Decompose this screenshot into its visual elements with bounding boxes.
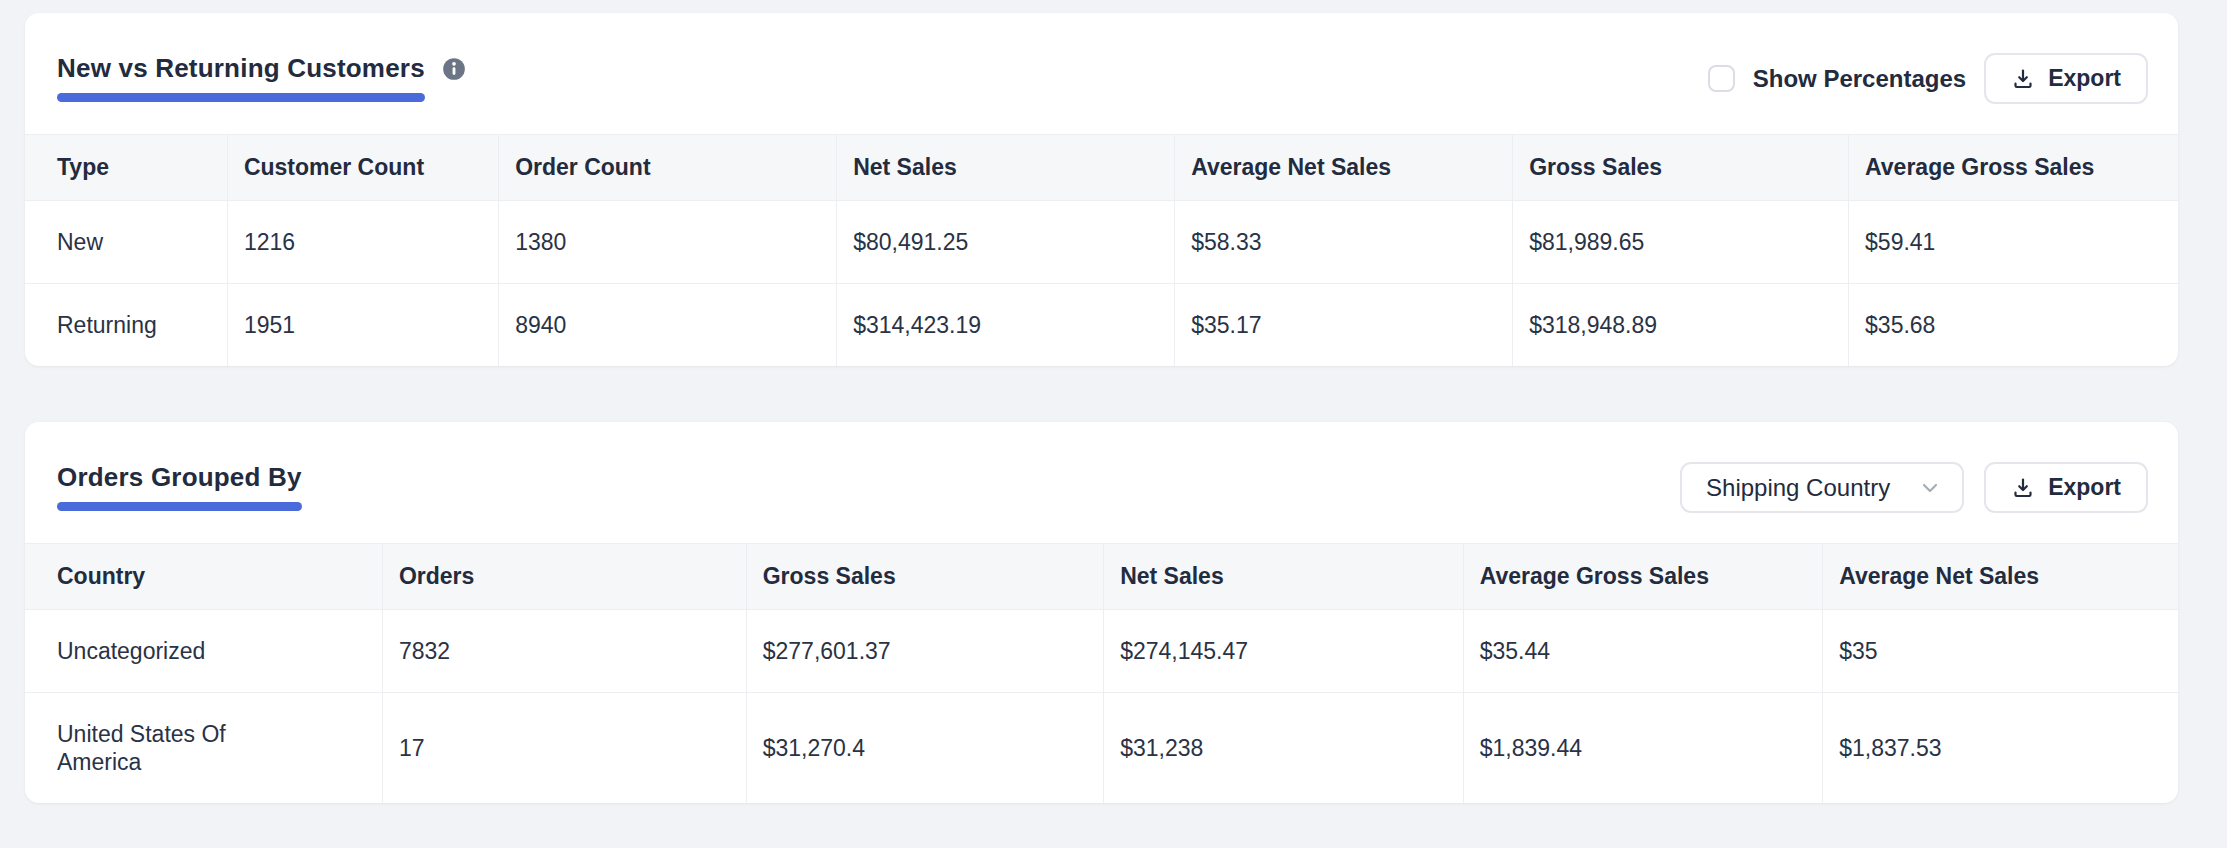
table-cell: 17 [382,693,746,804]
table-cell: $35.17 [1175,284,1513,367]
table-cell: 7832 [382,610,746,693]
table-cell: $274,145.47 [1104,610,1464,693]
card-controls: Show Percentages Export [1708,53,2148,104]
table-row-new: New 1216 1380 $80,491.25 $58.33 $81,989.… [25,201,2178,284]
column-header-net-sales: Net Sales [1104,544,1464,610]
table-cell: United States Of America [25,693,382,804]
column-header-country: Country [25,544,382,610]
export-button-label: Export [2048,65,2121,92]
title-area: New vs Returning Customers [57,53,467,102]
table-cell: $1,837.53 [1823,693,2178,804]
title-underline-bar [57,93,425,102]
table-cell: New [25,201,227,284]
table-row-returning: Returning 1951 8940 $314,423.19 $35.17 $… [25,284,2178,367]
table-cell: Uncategorized [25,610,382,693]
table-cell: $31,238 [1104,693,1464,804]
table-cell: 1951 [227,284,498,367]
table-cell: 8940 [499,284,837,367]
table-cell: $314,423.19 [837,284,1175,367]
download-icon [2011,476,2035,500]
new-vs-returning-table: Type Customer Count Order Count Net Sale… [25,134,2178,366]
table-cell: $318,948.89 [1513,284,1849,367]
title-area: Orders Grouped By [57,462,302,511]
orders-grouped-table: Country Orders Gross Sales Net Sales Ave… [25,543,2178,803]
group-by-dropdown[interactable]: Shipping Country [1680,462,1964,513]
column-header-type: Type [25,135,227,201]
info-icon[interactable] [441,56,467,82]
column-header-average-net-sales: Average Net Sales [1175,135,1513,201]
export-button-label: Export [2048,474,2121,501]
table-header-row: Type Customer Count Order Count Net Sale… [25,135,2178,201]
table-cell: $81,989.65 [1513,201,1849,284]
column-header-average-net-sales: Average Net Sales [1823,544,2178,610]
table-cell: $35.44 [1463,610,1823,693]
table-cell: 1216 [227,201,498,284]
new-vs-returning-customers-card: New vs Returning Customers Show Percenta… [25,13,2178,366]
show-percentages-label[interactable]: Show Percentages [1753,65,1966,93]
title-underline-bar [57,502,302,511]
table-cell: $58.33 [1175,201,1513,284]
column-header-gross-sales: Gross Sales [746,544,1103,610]
title-block: New vs Returning Customers [57,53,425,102]
chevron-down-icon [1918,476,1942,500]
column-header-average-gross-sales: Average Gross Sales [1849,135,2178,201]
table-cell: $35 [1823,610,2178,693]
table-row-united-states: United States Of America 17 $31,270.4 $3… [25,693,2178,804]
card-controls: Shipping Country Export [1680,462,2148,513]
card-header: Orders Grouped By Shipping Country Expor… [25,422,2178,543]
table-cell: 1380 [499,201,837,284]
show-percentages-checkbox[interactable] [1708,65,1735,92]
table-cell: $59.41 [1849,201,2178,284]
column-header-customer-count: Customer Count [227,135,498,201]
orders-grouped-by-card: Orders Grouped By Shipping Country Expor… [25,422,2178,803]
table-cell: $1,839.44 [1463,693,1823,804]
column-header-orders: Orders [382,544,746,610]
column-header-average-gross-sales: Average Gross Sales [1463,544,1823,610]
card-title: New vs Returning Customers [57,53,425,84]
table-row-uncategorized: Uncategorized 7832 $277,601.37 $274,145.… [25,610,2178,693]
table-cell: $277,601.37 [746,610,1103,693]
download-icon [2011,67,2035,91]
table-header-row: Country Orders Gross Sales Net Sales Ave… [25,544,2178,610]
card-title: Orders Grouped By [57,462,302,493]
export-button[interactable]: Export [1984,462,2148,513]
table-cell: $80,491.25 [837,201,1175,284]
title-block: Orders Grouped By [57,462,302,511]
column-header-gross-sales: Gross Sales [1513,135,1849,201]
export-button[interactable]: Export [1984,53,2148,104]
column-header-net-sales: Net Sales [837,135,1175,201]
column-header-order-count: Order Count [499,135,837,201]
table-cell: Returning [25,284,227,367]
card-header: New vs Returning Customers Show Percenta… [25,13,2178,134]
group-by-selected-value: Shipping Country [1706,474,1890,502]
table-cell: $31,270.4 [746,693,1103,804]
table-cell: $35.68 [1849,284,2178,367]
